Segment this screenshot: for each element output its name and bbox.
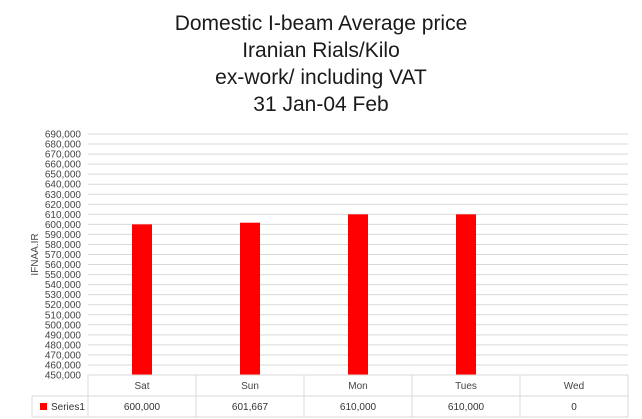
y-axis-label: IFNAA.IR <box>30 233 41 275</box>
y-tick-label: 540,000 <box>45 280 82 291</box>
y-tick-label: 630,000 <box>45 190 82 201</box>
y-tick-label: 690,000 <box>45 130 82 141</box>
y-tick-label: 460,000 <box>45 360 82 371</box>
y-tick-label: 530,000 <box>45 290 82 301</box>
bar-sat <box>132 224 152 375</box>
title-line-3: ex-work/ including VAT <box>215 66 427 89</box>
bar-tues <box>456 214 476 375</box>
y-tick-label: 600,000 <box>45 220 82 231</box>
data-label-sat: 600,000 <box>124 402 161 413</box>
y-tick-label: 580,000 <box>45 240 82 251</box>
bar-sun <box>240 222 260 375</box>
data-label-tues: 610,000 <box>448 402 485 413</box>
y-tick-label: 660,000 <box>45 160 82 171</box>
data-label-mon: 610,000 <box>340 402 377 413</box>
y-tick-label: 480,000 <box>45 340 82 351</box>
y-tick-label: 620,000 <box>45 200 82 211</box>
y-tick-label: 680,000 <box>45 140 82 151</box>
title-line-1: Domestic I-beam Average price <box>174 12 468 35</box>
data-label-wed: 0 <box>571 402 577 413</box>
y-tick-label: 500,000 <box>45 320 82 331</box>
y-tick-label: 640,000 <box>45 180 82 191</box>
y-tick-label: 520,000 <box>45 300 82 311</box>
y-tick-label: 670,000 <box>45 150 82 161</box>
bar-mon <box>348 214 368 375</box>
y-tick-label: 490,000 <box>45 330 82 341</box>
data-label-sun: 601,667 <box>232 402 269 413</box>
category-label-tues: Tues <box>455 381 477 392</box>
y-tick-label: 450,000 <box>45 371 82 382</box>
title-line-2: Iranian Rials/Kilo <box>242 39 400 62</box>
y-tick-label: 570,000 <box>45 250 82 261</box>
y-tick-label: 560,000 <box>45 260 82 271</box>
y-tick-label: 650,000 <box>45 170 82 181</box>
chart-title: Domestic I-beam Average price Iranian Ri… <box>0 10 642 118</box>
category-label-sun: Sun <box>241 381 259 392</box>
title-line-4: 31 Jan-04 Feb <box>253 93 389 116</box>
legend-series-name: Series1 <box>51 402 85 413</box>
y-tick-label: 470,000 <box>45 350 82 361</box>
y-tick-label: 610,000 <box>45 210 82 221</box>
category-label-sat: Sat <box>134 381 149 392</box>
y-tick-label: 550,000 <box>45 270 82 281</box>
category-label-mon: Mon <box>348 381 367 392</box>
category-label-wed: Wed <box>564 381 584 392</box>
y-tick-label: 510,000 <box>45 310 82 321</box>
legend-key <box>40 403 47 410</box>
y-tick-label: 590,000 <box>45 230 82 241</box>
